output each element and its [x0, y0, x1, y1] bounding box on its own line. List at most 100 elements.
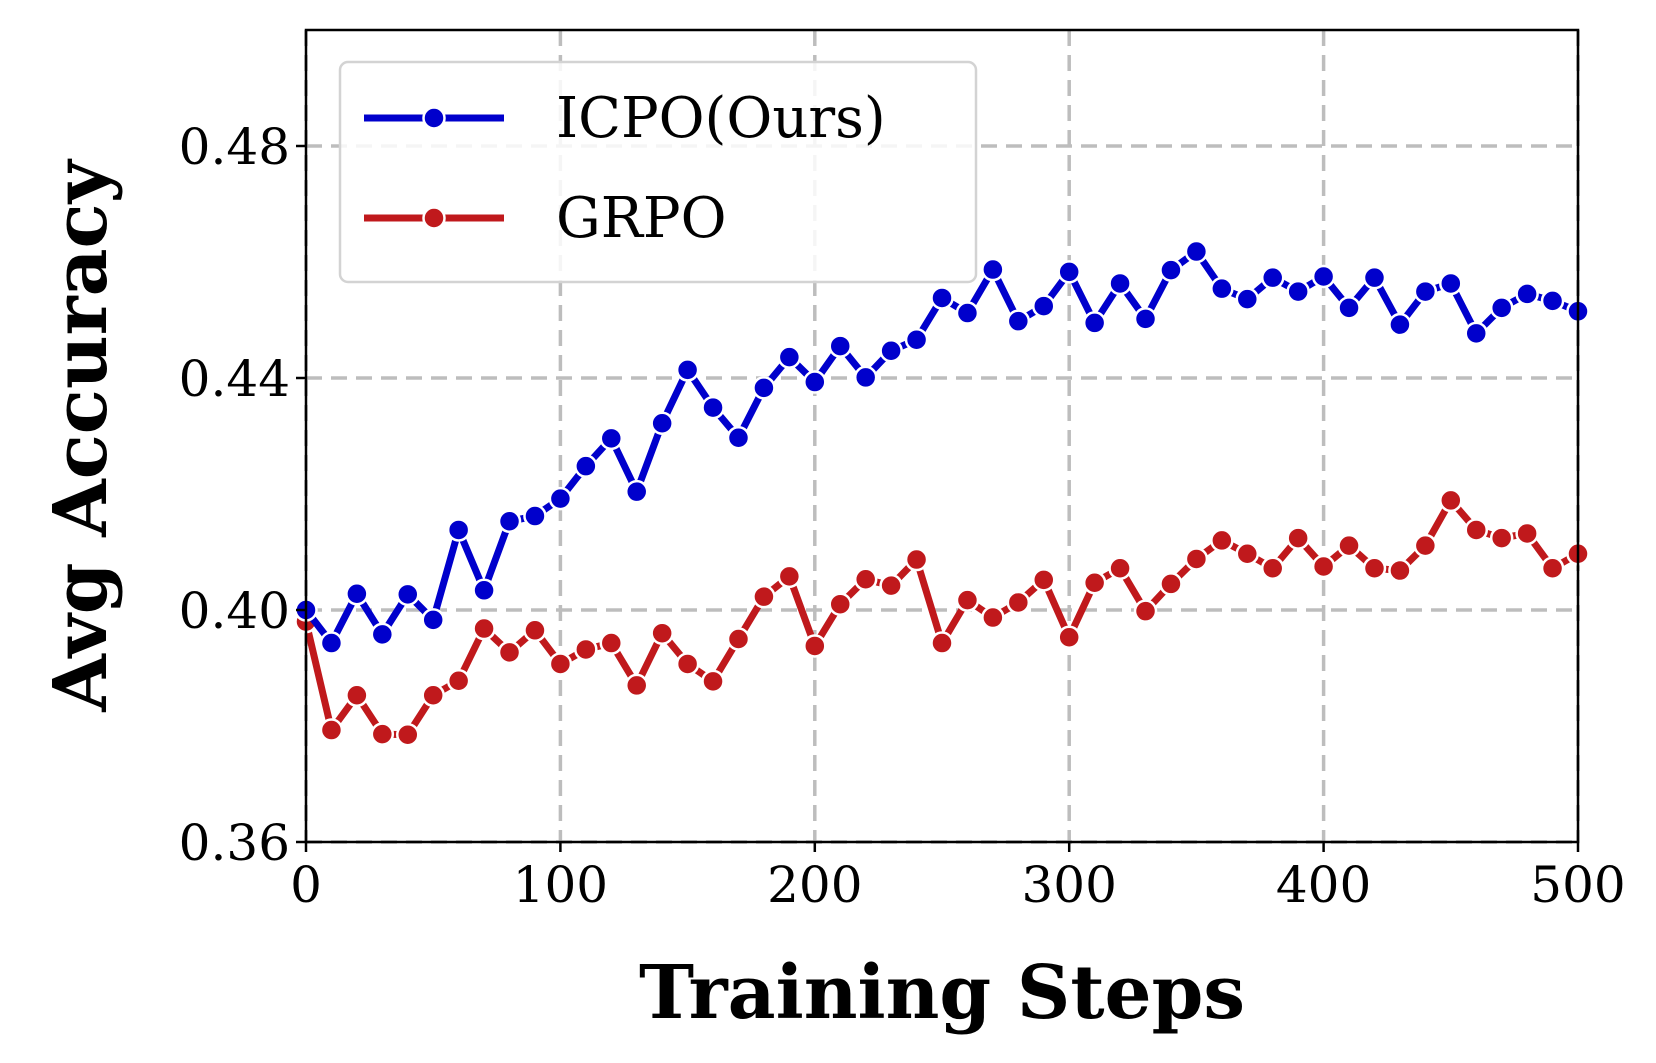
data-point [1489, 526, 1514, 550]
data-point [1032, 294, 1056, 318]
plot-frame [304, 28, 1580, 844]
data-point [574, 637, 598, 662]
data-point [396, 722, 420, 747]
data-point [472, 616, 496, 641]
data-point [1260, 556, 1285, 580]
data-point [1032, 568, 1056, 592]
data-point [370, 722, 395, 746]
legend-label: ICPO(Ours) [556, 86, 886, 151]
series-layer [294, 239, 1590, 747]
data-point [421, 683, 445, 708]
legend-label: GRPO [556, 186, 727, 251]
data-point [1108, 556, 1132, 580]
y-tick-label: 0.48 [179, 118, 290, 176]
data-point [1337, 296, 1361, 320]
data-point [701, 395, 725, 420]
data-point [523, 618, 547, 643]
data-point [497, 640, 522, 665]
data-point [624, 673, 649, 698]
series-1 [294, 488, 1590, 747]
data-point [1464, 518, 1488, 542]
data-point [1439, 271, 1463, 296]
data-point [523, 504, 547, 528]
data-point [1515, 521, 1539, 546]
data-point [828, 334, 852, 358]
data-point [1057, 260, 1081, 284]
data-point [599, 631, 624, 655]
data-point [904, 547, 929, 572]
data-point [1184, 239, 1209, 264]
data-point [955, 588, 980, 612]
x-tick-label: 400 [1276, 856, 1371, 914]
data-point [1184, 547, 1209, 571]
data-point [1235, 541, 1260, 566]
data-point [752, 376, 776, 400]
data-point [1439, 488, 1463, 513]
data-point [446, 518, 471, 542]
x-tick-label: 300 [1021, 856, 1116, 914]
legend-item: ICPO(Ours) [364, 86, 886, 151]
data-point [1311, 264, 1336, 289]
data-point [1235, 287, 1260, 311]
data-point [701, 669, 725, 694]
legend: ICPO(Ours) GRPO [338, 60, 978, 284]
data-point [1311, 554, 1336, 579]
y-tick-label: 0.40 [179, 582, 290, 640]
data-point [1362, 265, 1387, 290]
x-axis-title: Training Steps [639, 950, 1245, 1036]
data-point [1159, 572, 1183, 596]
data-point [904, 327, 929, 352]
x-tick-label: 100 [513, 856, 608, 914]
data-point [1082, 570, 1107, 595]
data-point [548, 486, 573, 511]
data-point [1286, 279, 1310, 304]
data-point [726, 425, 751, 450]
data-point [345, 683, 369, 708]
data-point [828, 592, 852, 616]
data-point [319, 631, 344, 655]
data-point [1133, 307, 1158, 331]
data-point [803, 634, 827, 658]
data-point [650, 411, 674, 435]
data-point [1210, 276, 1234, 301]
data-point [1082, 311, 1107, 335]
data-point [1210, 528, 1234, 553]
data-point [955, 301, 980, 325]
data-point [1388, 558, 1412, 583]
data-point [1057, 625, 1081, 650]
data-point [853, 567, 878, 592]
x-tick-label: 500 [1530, 856, 1625, 914]
data-point [1006, 590, 1031, 615]
legend-swatch-marker [422, 106, 446, 130]
y-tick-label: 0.36 [179, 814, 290, 872]
data-point [1260, 265, 1285, 290]
data-point [930, 286, 954, 310]
data-point [497, 509, 522, 534]
data-point [930, 631, 954, 655]
data-point [1540, 556, 1565, 580]
data-point [1108, 271, 1132, 296]
data-point [726, 627, 751, 651]
data-point [574, 454, 598, 478]
data-point [675, 652, 700, 676]
data-point [981, 257, 1005, 282]
data-point [879, 338, 903, 363]
data-point [1388, 312, 1412, 337]
data-point [777, 345, 802, 369]
data-point [1337, 533, 1361, 558]
data-point [599, 426, 624, 451]
data-point [1133, 599, 1158, 623]
data-point [370, 622, 395, 647]
data-point [396, 582, 420, 607]
data-point [752, 584, 776, 609]
data-point [1515, 282, 1539, 306]
data-point [548, 652, 573, 676]
data-point [472, 578, 496, 603]
y-tick-label: 0.44 [179, 350, 290, 408]
data-point [1286, 526, 1310, 550]
data-point [446, 669, 471, 693]
data-point [777, 564, 802, 589]
series-0 [294, 239, 1590, 655]
data-point [879, 573, 903, 598]
